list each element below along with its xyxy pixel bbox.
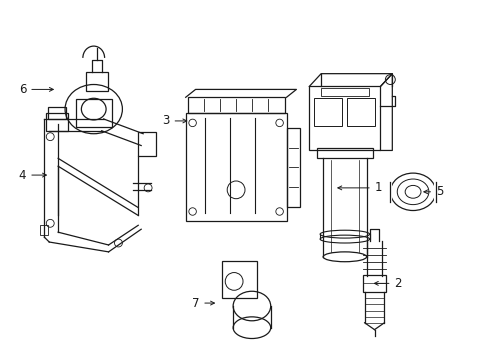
Bar (363, 275, 387, 292)
Bar (46, 113, 68, 131)
Bar (314, 98, 342, 126)
Bar (40, 225, 48, 235)
Text: 4: 4 (19, 168, 47, 181)
Bar (186, 113, 287, 221)
Text: 5: 5 (424, 185, 443, 198)
Bar (86, 72, 108, 91)
Bar (321, 89, 368, 96)
Bar (347, 98, 374, 126)
Bar (222, 261, 257, 298)
Bar (76, 99, 112, 127)
Text: 1: 1 (338, 181, 382, 194)
Bar (317, 148, 372, 158)
Bar (48, 107, 66, 119)
Text: 6: 6 (19, 83, 53, 96)
Bar (309, 86, 380, 150)
Bar (188, 97, 285, 113)
Text: 7: 7 (192, 297, 215, 310)
Text: 3: 3 (162, 114, 187, 127)
Text: 2: 2 (374, 277, 402, 290)
Bar (287, 128, 300, 207)
Bar (138, 132, 156, 156)
